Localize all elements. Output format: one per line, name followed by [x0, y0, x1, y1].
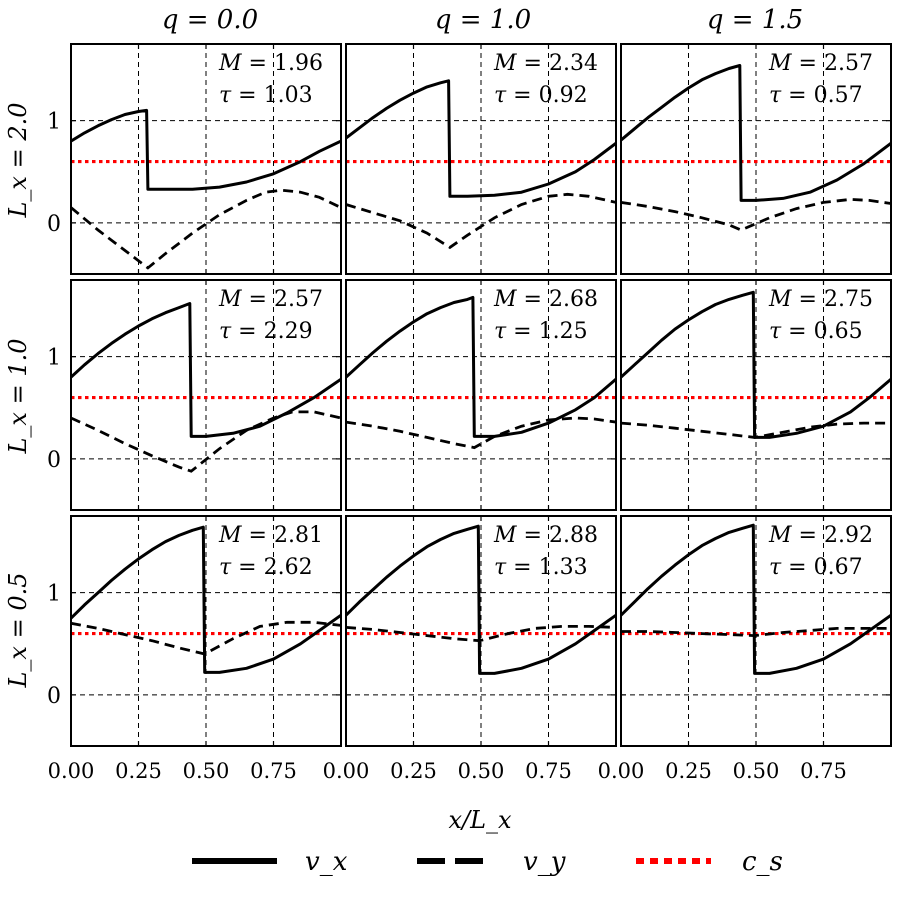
panel-r1-c0: M = 2.57 τ = 2.29 0 1 [47, 279, 342, 511]
y-tick-label: 0 [47, 448, 61, 473]
x-axis-label: x/L_x [448, 806, 512, 834]
y-tick-label: 1 [47, 110, 61, 135]
legend: v_x v_y c_s [192, 847, 783, 877]
panel-frame [70, 279, 342, 511]
annotation-M: M = 2.68 [493, 287, 598, 312]
y-tick-label: 1 [47, 582, 61, 607]
row-title-lx1: L_x = 1.0 [4, 338, 32, 454]
panel-frame [620, 515, 892, 747]
annotation-tau: τ = 0.67 [769, 555, 863, 580]
y-tick-label: 0 [47, 212, 61, 237]
annotation-tau: τ = 0.57 [769, 83, 863, 108]
annotation-M: M = 1.96 [218, 51, 323, 76]
annotation-tau: τ = 0.65 [769, 319, 863, 344]
legend-cs-label: c_s [742, 847, 783, 877]
panel-r0-c2: M = 2.57 τ = 0.57 [620, 43, 892, 275]
panel-frame [620, 279, 892, 511]
panel-frame [620, 43, 892, 275]
panel-frame [70, 43, 342, 275]
annotation-M: M = 2.34 [493, 51, 598, 76]
annotation-M: M = 2.57 [218, 287, 323, 312]
panel-r2-c1: M = 2.88 τ = 1.33 [345, 515, 617, 747]
panel-r2-c0: M = 2.81 τ = 2.62 0 1 [47, 515, 342, 747]
x-tick-label: 0.00 [323, 759, 370, 783]
annotation-tau: τ = 1.25 [494, 319, 588, 344]
y-tick-label: 1 [47, 346, 61, 371]
vx-series-line [71, 302, 341, 438]
annotation-M: M = 2.75 [768, 287, 873, 312]
vx-series-line [621, 290, 891, 439]
y-tick-label: 0 [47, 684, 61, 709]
col-title-q2: q = 1.5 [707, 5, 803, 35]
annotation-tau: τ = 2.29 [219, 319, 313, 344]
vx-series-line [71, 108, 341, 191]
panel-frame [70, 515, 342, 747]
x-tick-label: 0.50 [183, 759, 230, 783]
col-title-q1: q = 1.0 [435, 5, 531, 35]
x-tick-label: 0.00 [598, 759, 645, 783]
annotation-tau: τ = 1.03 [219, 83, 313, 108]
panel-r0-c0: M = 1.96 τ = 1.03 0 1 [47, 43, 342, 275]
row-title-lx05: L_x = 0.5 [4, 572, 32, 688]
x-tick-label: 0.25 [115, 759, 162, 783]
panel-r1-c2: M = 2.75 τ = 0.65 [620, 279, 892, 511]
x-tick-label: 0.00 [48, 759, 95, 783]
annotation-tau: τ = 1.33 [494, 555, 588, 580]
x-tick-label: 0.25 [390, 759, 437, 783]
panel-r2-c2: M = 2.92 τ = 0.67 [620, 515, 892, 747]
panel-r0-c1: M = 2.34 τ = 0.92 [345, 43, 617, 275]
vx-series-line [71, 525, 341, 674]
vy-series-line [346, 192, 616, 250]
x-tick-label: 0.50 [733, 759, 780, 783]
panel-frame [345, 515, 617, 747]
vx-series-line [621, 523, 891, 675]
vy-series-line [71, 410, 341, 473]
vy-series-line [346, 416, 616, 450]
x-tick-label: 0.75 [800, 759, 847, 783]
x-tick-labels: 0.00 0.25 0.50 0.75 0.00 0.25 0.50 0.75 0.00 0.25… [48, 759, 847, 783]
annotation-tau: τ = 0.92 [494, 83, 588, 108]
vy-series-line [621, 197, 891, 232]
row-title-lx2: L_x = 2.0 [4, 102, 32, 218]
legend-vx-label: v_x [305, 847, 348, 877]
vx-series-line [621, 64, 891, 202]
panel-frame [345, 279, 617, 511]
legend-vy-label: v_y [523, 847, 566, 877]
x-tick-label: 0.75 [250, 759, 297, 783]
panel-r1-c1: M = 2.68 τ = 1.25 [345, 279, 617, 511]
annotation-M: M = 2.57 [768, 51, 873, 76]
vx-series-line [346, 524, 616, 675]
annotation-M: M = 2.92 [768, 523, 873, 548]
vx-series-line [346, 79, 616, 198]
annotation-tau: τ = 2.62 [219, 555, 313, 580]
x-tick-label: 0.25 [665, 759, 712, 783]
annotation-M: M = 2.81 [218, 523, 323, 548]
x-tick-label: 0.50 [458, 759, 505, 783]
panel-frame [345, 43, 617, 275]
x-tick-label: 0.75 [525, 759, 572, 783]
vy-series-line [71, 188, 341, 270]
annotation-M: M = 2.88 [493, 523, 598, 548]
col-title-q0: q = 0.0 [162, 5, 258, 35]
vx-series-line [346, 295, 616, 438]
